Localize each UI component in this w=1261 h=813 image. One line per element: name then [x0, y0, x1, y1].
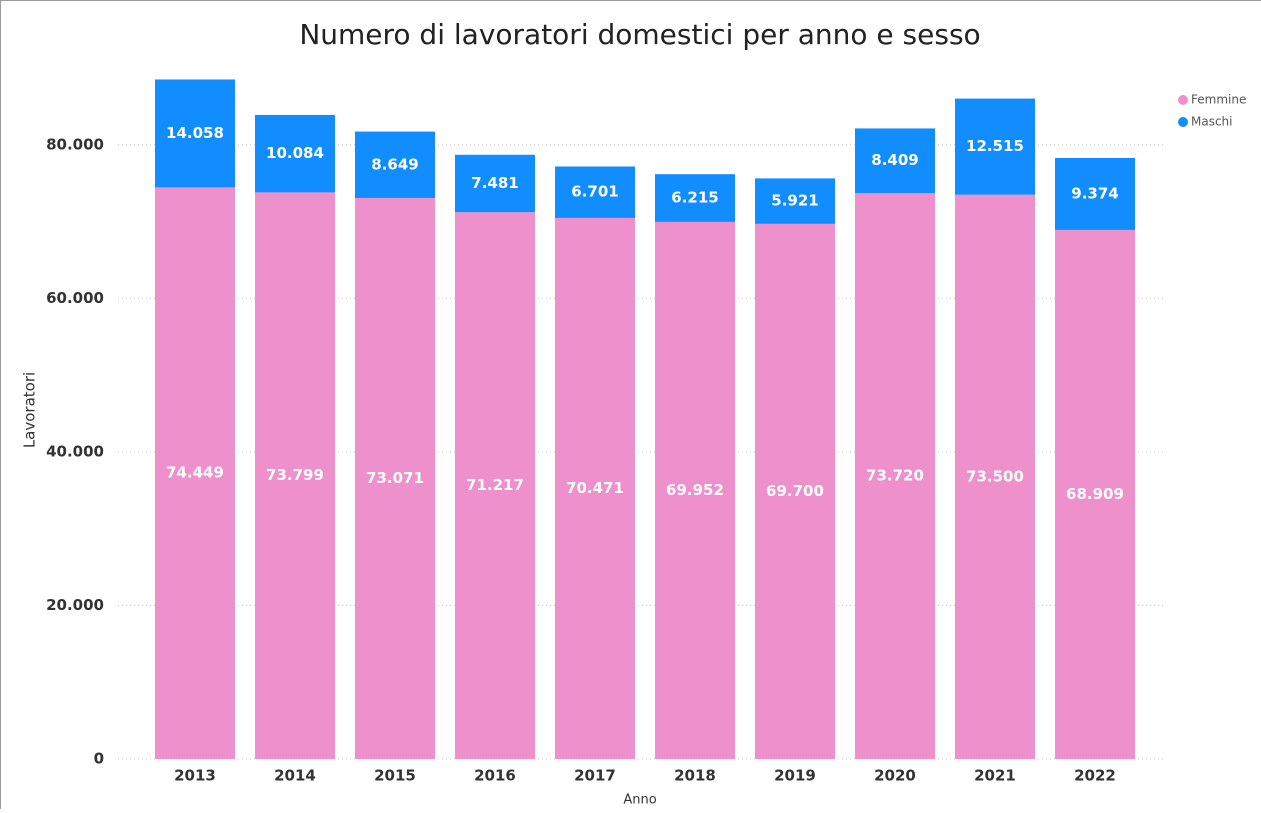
x-tick-label: 2019 [774, 767, 816, 785]
x-tick-label: 2021 [974, 767, 1016, 785]
x-tick-label: 2016 [474, 767, 516, 785]
x-tick-label: 2013 [174, 767, 216, 785]
legend-marker [1178, 95, 1188, 105]
data-label: 10.084 [266, 144, 324, 162]
data-label: 73.720 [866, 466, 924, 484]
x-tick-label: 2015 [374, 767, 416, 785]
y-tick-label: 60.000 [46, 289, 104, 307]
data-label: 70.471 [566, 479, 624, 497]
legend-marker [1178, 117, 1188, 127]
data-label: 7.481 [471, 174, 518, 192]
y-tick-label: 0 [94, 750, 104, 768]
data-label: 6.215 [671, 189, 718, 207]
y-axis-label: Lavoratori [21, 372, 39, 448]
y-tick-label: 20.000 [46, 596, 104, 614]
data-label: 8.649 [371, 155, 418, 173]
data-label: 73.500 [966, 467, 1024, 485]
data-label: 12.515 [966, 137, 1024, 155]
data-label: 68.909 [1066, 485, 1124, 503]
data-label: 6.701 [571, 183, 618, 201]
data-label: 73.071 [366, 469, 424, 487]
data-label: 69.700 [766, 482, 824, 500]
chart-title: Numero di lavoratori domestici per anno … [299, 18, 980, 51]
data-label: 9.374 [1071, 184, 1118, 202]
legend-label: Maschi [1191, 115, 1233, 129]
y-tick-label: 40.000 [46, 442, 104, 460]
data-label: 5.921 [771, 192, 818, 210]
data-label: 8.409 [871, 151, 918, 169]
x-tick-label: 2018 [674, 767, 716, 785]
data-label: 74.449 [166, 464, 224, 482]
x-tick-label: 2017 [574, 767, 616, 785]
x-tick-label: 2022 [1074, 767, 1116, 785]
x-tick-label: 2014 [274, 767, 316, 785]
data-label: 71.217 [466, 476, 524, 494]
y-tick-label: 80.000 [46, 135, 104, 153]
x-tick-label: 2020 [874, 767, 916, 785]
x-axis-label: Anno [623, 793, 656, 808]
data-label: 14.058 [166, 124, 224, 142]
data-label: 73.799 [266, 466, 324, 484]
legend-label: Femmine [1191, 93, 1246, 107]
data-label: 69.952 [666, 481, 724, 499]
